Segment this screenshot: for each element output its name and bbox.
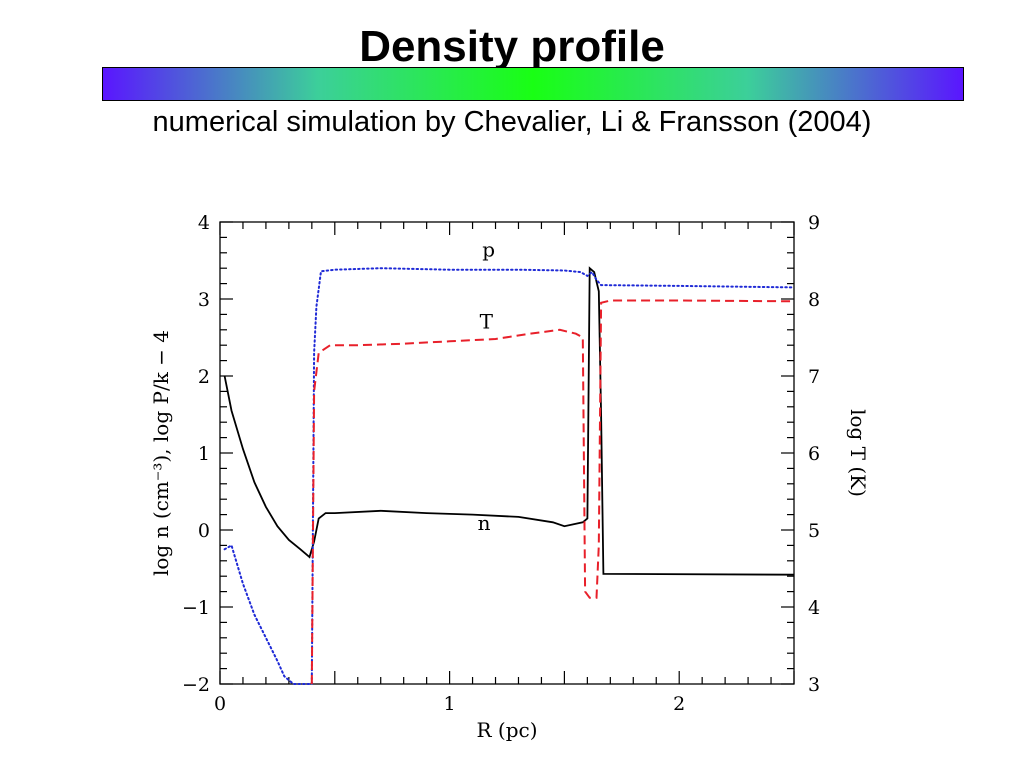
- series-T-line: [310, 299, 795, 685]
- y-left-tick-label: 4: [198, 212, 210, 234]
- x-tick-label: 1: [444, 693, 456, 715]
- slide-subtitle: numerical simulation by Chevalier, Li & …: [152, 106, 872, 138]
- tick-marks: [219, 221, 795, 685]
- y-left-tick-label: −1: [182, 597, 210, 619]
- y-right-tick-label: 8: [808, 289, 820, 311]
- y-axis-title-left: log n (cm⁻³), log P/k − 4: [149, 330, 173, 576]
- series-p-label: p: [482, 238, 495, 262]
- series-n-label: n: [478, 511, 491, 535]
- y-right-tick-label: 6: [808, 443, 820, 465]
- slide-title: Density profile: [359, 22, 665, 71]
- series-n-line: [223, 266, 795, 576]
- y-right-tick-label: 7: [808, 366, 820, 388]
- series-p-line: [223, 267, 795, 685]
- y-left-tick-label: −2: [182, 674, 210, 696]
- y-left-tick-label: 3: [198, 289, 210, 311]
- y-left-tick-label: 0: [198, 520, 210, 542]
- y-axis-title-right: log T (K): [846, 409, 870, 497]
- y-right-tick-label: 4: [808, 597, 820, 619]
- title-gradient-bar: [102, 67, 964, 101]
- series-T-label: T: [480, 309, 494, 333]
- tick-labels: 0 1 2 −2 −1 0 1 2 3 4 3 4 5 6 7 8 9 n p T: [182, 212, 820, 715]
- series-layer: [223, 266, 795, 685]
- x-tick-label: 2: [673, 693, 685, 715]
- y-right-tick-label: 9: [808, 212, 820, 234]
- plot-frame: [219, 221, 795, 685]
- y-left-tick-label: 1: [198, 443, 210, 465]
- x-axis-title: R (pc): [476, 718, 537, 742]
- y-left-tick-label: 2: [198, 366, 210, 388]
- y-right-tick-label: 3: [808, 674, 820, 696]
- y-right-tick-label: 5: [808, 520, 820, 542]
- x-tick-label: 0: [214, 693, 226, 715]
